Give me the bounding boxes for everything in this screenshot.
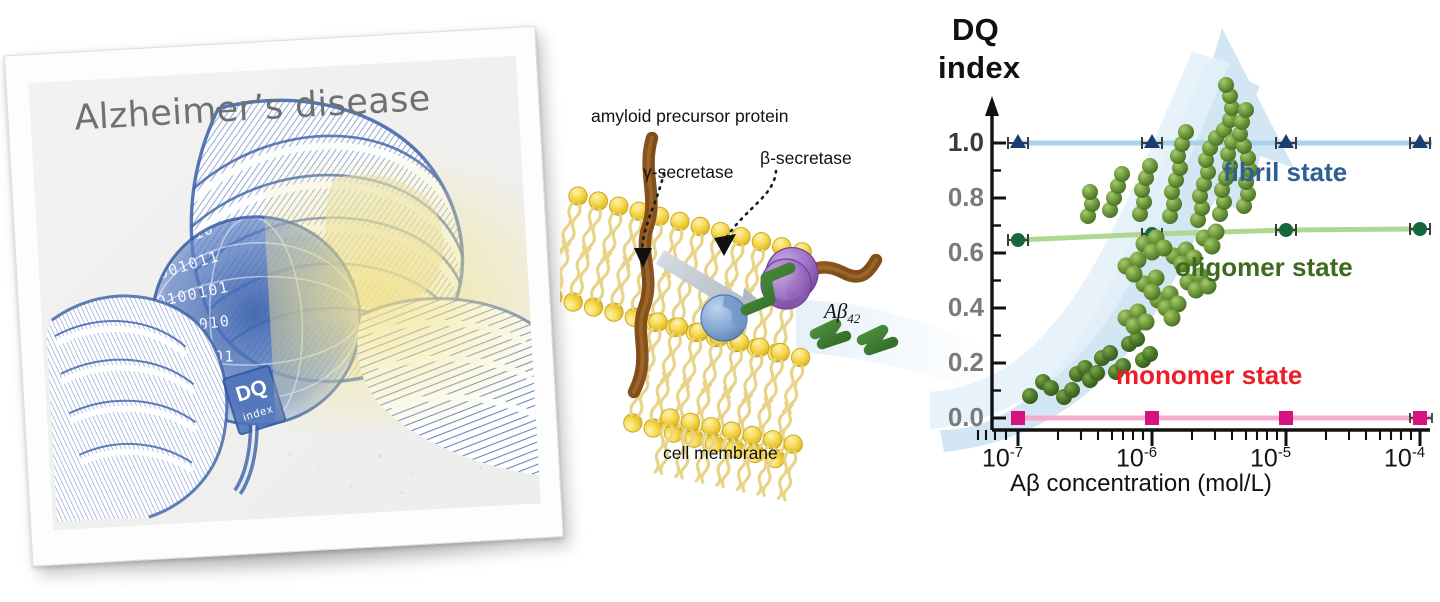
gamma-secretase-enzyme [700,294,748,342]
x-tick-mantissa: 10 [1116,444,1144,473]
series-monomer [1011,411,1433,425]
abeta42-peptide-2 [856,324,899,356]
fibril-markers [1010,134,1428,148]
annotation-monomer-state: monomer state [1116,360,1303,390]
label-gamma-secretase: γ-secretase [643,162,734,182]
y-minor-ticks [992,169,1001,392]
label-abeta42: Aβ42 [824,299,860,327]
y-axis-arrowhead [985,96,999,116]
abeta-subscript: 42 [847,311,861,327]
beta-arrowhead [714,234,736,256]
x-tick-label-1e-6: 10-6 [1116,444,1157,473]
photo-frame: 1011010 01001011 110100101 010110010 101… [3,25,564,567]
y-major-ticks [992,141,1006,420]
abeta-base: Aβ [824,299,848,323]
x-tick-exponent: -7 [1009,444,1024,461]
gamma-secretase-pointer [640,171,666,252]
label-beta-secretase: β-secretase [760,148,852,168]
y-axis-title-line2: index [938,50,1021,85]
y-tick-label-0_4: 0.4 [947,292,984,322]
x-tick-label-1e-7: 10-7 [982,444,1023,473]
monomer-dot-illustrations [1022,331,1158,405]
y-tick-label-0_2: 0.2 [947,347,984,377]
annotation-fibril-state: fibril state [1223,157,1348,187]
x-tick-mantissa: 10 [1250,444,1278,473]
y-tick-label-0_6: 0.6 [947,237,984,267]
fibril-chain-illustrations [1080,77,1258,228]
monomer-markers [1011,411,1427,425]
gamma-arrowhead [634,248,652,268]
photo-image-area: 1011010 01001011 110100101 010110010 101… [28,55,541,531]
amyloid-precursor-protein [627,131,659,399]
y-axis-title-line1: DQ [952,12,1000,47]
x-tick-exponent: -4 [1411,444,1426,461]
x-axis-title: Aβ concentration (mol/L) [1010,470,1272,497]
x-tick-exponent: -6 [1143,444,1158,461]
y-tick-label-0_0: 0.0 [947,402,984,432]
beta-secretase-pointer [724,169,778,240]
alzheimers-photo: 1011010 01001011 110100101 010110010 101… [3,25,577,582]
x-ticks [976,430,1422,446]
plot-canvas [930,28,1433,452]
label-amyloid-precursor-protein: amyloid precursor protein [591,106,789,126]
y-tick-label-0_8: 0.8 [947,182,984,212]
abeta42-peptide-1 [809,318,852,350]
left-panel: 1011010 01001011 110100101 010110010 101… [3,25,580,582]
x-tick-label-1e-4: 10-4 [1384,444,1425,473]
abeta-in-membrane [740,262,796,316]
x-tick-mantissa: 10 [1384,444,1412,473]
membrane-illustration [560,131,980,503]
y-tick-label-1_0: 1.0 [947,127,984,157]
x-tick-exponent: -5 [1277,444,1292,461]
x-tick-label-1e-5: 10-5 [1250,444,1291,473]
annotation-oligomer-state: oligomer state [1175,252,1353,282]
dq-index-plot: DQ index 1.0 0.8 0.6 0.4 0.2 0.0 10-7 10… [930,0,1440,602]
membrane-schematic-panel: amyloid precursor protein γ-secretase β-… [560,0,980,602]
x-tick-mantissa: 10 [982,444,1010,473]
oligomer-cluster-illustrations [1117,223,1225,335]
label-cell-membrane: cell membrane [663,443,778,463]
